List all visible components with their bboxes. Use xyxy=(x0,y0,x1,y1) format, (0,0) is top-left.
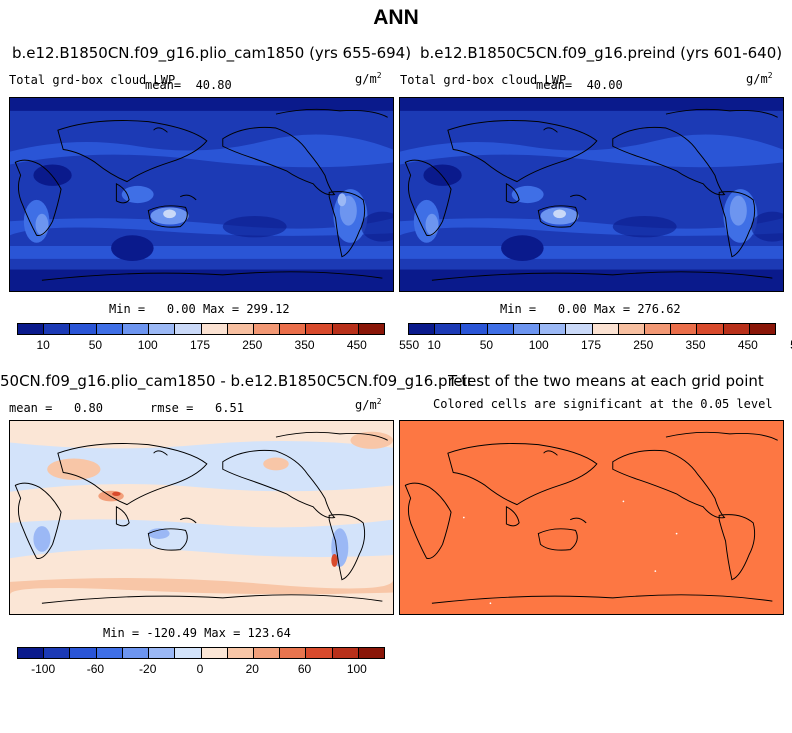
panel1-colorbar-tick-label: 250 xyxy=(242,338,263,352)
panel2-colorbar-swatch xyxy=(409,324,436,334)
panel2-colorbar-tick-label: 100 xyxy=(528,338,549,352)
panel3-colorbar-tick-label: 0 xyxy=(196,662,204,676)
panel1-min-max: Min = 0.00 Max = 299.12 xyxy=(109,302,290,316)
panel2-min-max: Min = 0.00 Max = 276.62 xyxy=(500,302,681,316)
panel4-title: T-test of the two means at each grid poi… xyxy=(448,372,764,390)
panel3-colorbar-tick-label: 20 xyxy=(245,662,259,676)
panel1-colorbar-swatch xyxy=(149,324,176,334)
panel3-colorbar-swatch xyxy=(122,648,150,658)
panel2-colorbar-swatch xyxy=(723,324,750,334)
panel3-rmse: rmse = 6.51 xyxy=(150,401,244,415)
panel1-colorbar-tick-label: 10 xyxy=(36,338,50,352)
panel2-colorbar-tick-label: 10 xyxy=(427,338,441,352)
panel3-map xyxy=(9,420,394,615)
panel1-colorbar-tick-label: 550 xyxy=(399,338,420,352)
panel2-colorbar-swatch xyxy=(487,324,514,334)
panel3-colorbar-swatch xyxy=(227,648,254,658)
panel1-coastlines xyxy=(14,108,388,281)
figure-title: ANN xyxy=(373,6,419,29)
panel1-colorbar-swatch xyxy=(306,324,333,334)
panel1-colorbar-swatch xyxy=(44,324,71,334)
panel2-units: g/m2 xyxy=(746,71,773,86)
panel2-variable-label: Total grd-box cloud LWP xyxy=(400,73,567,87)
panel1-colorbar-swatch xyxy=(201,324,228,334)
panel2-colorbar-swatch xyxy=(749,324,776,334)
panel1-colorbar-swatch xyxy=(332,324,359,334)
panel3-colorbar-swatch xyxy=(306,648,333,658)
panel2-colorbar-tick-label: 50 xyxy=(479,338,494,352)
panel4-map xyxy=(399,420,784,615)
panel1-colorbar-swatch xyxy=(70,324,97,334)
panel3-colorbar-swatch xyxy=(96,648,123,658)
panel1-title: b.e12.B1850CN.f09_g16.plio_cam1850 (yrs … xyxy=(12,44,412,62)
panel2-coastlines xyxy=(404,108,778,281)
panel2-title: b.e12.B1850C5CN.f09_g16.preind (yrs 601-… xyxy=(420,44,783,62)
panel3-colorbar-swatch xyxy=(149,648,176,658)
panel2-colorbar-swatch xyxy=(618,324,645,334)
panel2-colorbar-swatch xyxy=(513,324,541,334)
panel1-colorbar-swatch xyxy=(18,324,45,334)
panel3-colorbar-swatch xyxy=(201,648,228,658)
panel3-colorbar-swatch xyxy=(332,648,359,658)
panel2-mean: mean= 40.00 xyxy=(536,78,623,92)
panel1-colorbar-swatch xyxy=(280,324,307,334)
panel1-colorbar-tick-label: 50 xyxy=(88,338,103,352)
panel3-colorbar-swatch xyxy=(253,648,281,658)
panel2-colorbar-swatch xyxy=(566,324,593,334)
panel2-colorbar-tick-label: 250 xyxy=(633,338,654,352)
panel3-colorbar-tick-label: -100 xyxy=(31,662,56,676)
panel1-colorbar-swatch xyxy=(227,324,254,334)
panel3-colorbar-swatch xyxy=(280,648,307,658)
panel2-colorbar-tick-label: 350 xyxy=(685,338,706,352)
panel1-colorbar-tick-label: 350 xyxy=(294,338,315,352)
panel3-title: 50CN.f09_g16.plio_cam1850 - b.e12.B1850C… xyxy=(0,372,470,390)
panel1-colorbar-swatch xyxy=(122,324,150,334)
panel2-colorbar-tick-label: 550 xyxy=(790,338,792,352)
panel3-min-max: Min = -120.49 Max = 123.64 xyxy=(103,626,291,640)
panel2-colorbar-tick-label: 175 xyxy=(580,338,602,352)
panel1-colorbar xyxy=(17,323,385,335)
panel2-colorbar-swatch xyxy=(671,324,698,334)
panel3-units: g/m2 xyxy=(355,397,382,412)
panel3-colorbar-tick-label: -60 xyxy=(86,662,105,676)
panel1-map xyxy=(9,97,394,292)
panel3-mean: mean = 0.80 xyxy=(9,401,103,415)
panel2-colorbar-tick-label: 450 xyxy=(737,338,758,352)
panel1-colorbar-swatch xyxy=(253,324,281,334)
panel1-colorbar-tick-label: 450 xyxy=(346,338,367,352)
panel3-colorbar-tick-label: 60 xyxy=(297,662,312,676)
panel1-units: g/m2 xyxy=(355,71,382,86)
panel1-colorbar-swatch xyxy=(175,324,202,334)
panel2-colorbar-swatch xyxy=(592,324,619,334)
panel3-colorbar-swatch xyxy=(44,648,71,658)
panel3-coastlines xyxy=(14,431,388,604)
panel1-colorbar-tick-label: 175 xyxy=(189,338,211,352)
panel3-colorbar-tick-label: -20 xyxy=(139,662,157,676)
panel1-mean: mean= 40.80 xyxy=(145,78,232,92)
panel2-colorbar-swatch xyxy=(697,324,724,334)
panel4-coastlines xyxy=(404,431,778,604)
panel2-colorbar-swatch xyxy=(540,324,567,334)
panel3-field xyxy=(10,421,393,614)
panel2-map xyxy=(399,97,784,292)
panel1-colorbar-swatch xyxy=(96,324,123,334)
panel3-colorbar-swatch xyxy=(358,648,385,658)
panel3-colorbar xyxy=(17,647,385,659)
panel2-colorbar-swatch xyxy=(644,324,672,334)
panel2-colorbar-swatch xyxy=(435,324,462,334)
panel3-colorbar-tick-label: 100 xyxy=(346,662,367,676)
panel3-colorbar-swatch xyxy=(175,648,202,658)
panel3-colorbar-swatch xyxy=(70,648,97,658)
panel4-subtitle: Colored cells are significant at the 0.0… xyxy=(433,397,773,411)
panel1-colorbar-tick-label: 100 xyxy=(137,338,158,352)
panel1-colorbar-swatch xyxy=(358,324,385,334)
panel1-variable-label: Total grd-box cloud LWP xyxy=(9,73,176,87)
panel2-colorbar xyxy=(408,323,776,335)
panel3-colorbar-swatch xyxy=(18,648,45,658)
panel2-colorbar-swatch xyxy=(461,324,488,334)
